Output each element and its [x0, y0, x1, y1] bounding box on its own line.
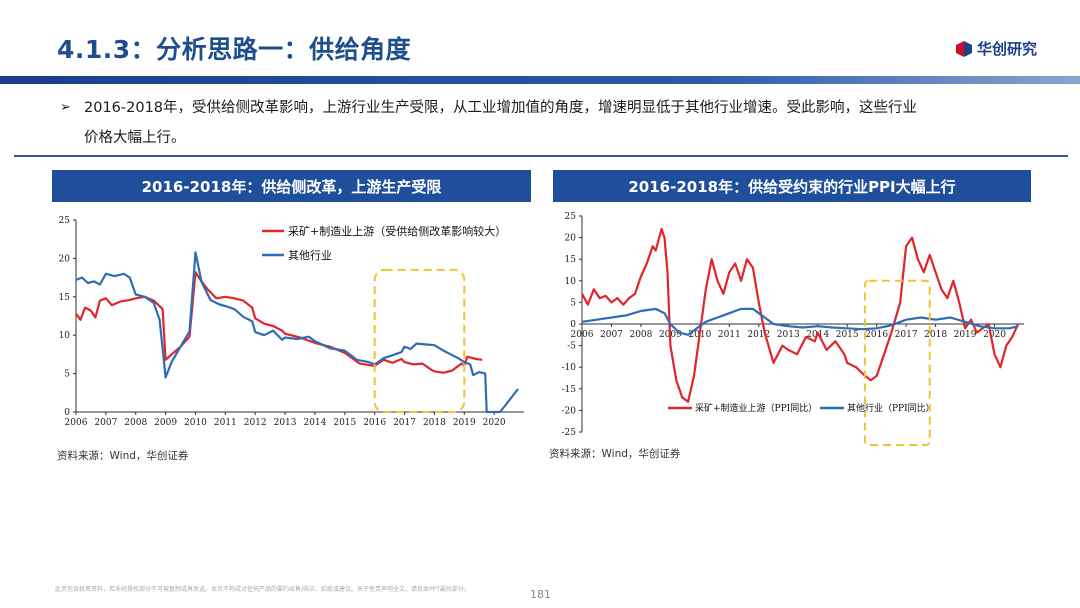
x-tick-label: 2015 — [836, 330, 859, 340]
y-tick-label: -10 — [562, 363, 577, 373]
y-tick-label: 5 — [64, 370, 70, 380]
x-tick-label: 2019 — [954, 330, 977, 340]
x-tick-label: 2016 — [363, 418, 386, 428]
x-tick-label: 2015 — [333, 418, 356, 428]
x-tick-label: 2008 — [124, 418, 147, 428]
legend-label-upstream-ppi: 采矿+制造业上游（PPI同比） — [695, 402, 817, 414]
title-divider-bar — [0, 76, 1080, 84]
x-tick-label: 2012 — [244, 418, 267, 428]
series-line-0 — [581, 227, 1020, 403]
y-tick-label: 15 — [565, 255, 577, 265]
y-tick-label: -20 — [562, 406, 577, 416]
left-chart-source: 资料来源：Wind，华创证券 — [57, 450, 189, 462]
series-line-0 — [75, 271, 483, 374]
right-panel-header: 2016-2018年：供给受约束的行业PPI大幅上行 — [553, 170, 1031, 202]
x-tick-label: 2016 — [865, 330, 888, 340]
x-tick-label: 2006 — [65, 418, 88, 428]
section-divider — [14, 155, 1068, 157]
x-tick-label: 2014 — [303, 418, 326, 428]
legend-label-other-ppi: 其他行业（PPI同比） — [847, 402, 935, 414]
bullet-line-1: 2016-2018年，受供给侧改革影响，上游行业生产受限，从工业增加值的角度，增… — [84, 100, 918, 116]
x-tick-label: 2007 — [600, 330, 623, 340]
x-tick-label: 2006 — [571, 330, 594, 340]
logo-icon — [956, 40, 972, 57]
left-chart-ticks: 0 5 10 15 20 25 2006 2007 2008 2009 2010 2011 2012 20… — [59, 216, 506, 428]
y-tick-label: 20 — [59, 254, 71, 264]
y-tick-label: -25 — [562, 428, 577, 438]
y-tick-label: 0 — [570, 320, 576, 330]
y-tick-label: 15 — [59, 293, 71, 303]
y-tick-label: 25 — [565, 212, 577, 222]
y-tick-label: 10 — [565, 277, 577, 287]
x-tick-label: 2011 — [718, 330, 741, 340]
x-tick-label: 2007 — [94, 418, 117, 428]
right-chart-axes — [581, 216, 1024, 432]
right-chart-source: 资料来源：Wind，华创证券 — [549, 448, 681, 460]
brand-logo: 华创研究 — [956, 38, 1037, 59]
bullet-arrow-icon: ➢ — [60, 100, 71, 115]
y-tick-label: 20 — [565, 234, 577, 244]
right-chart-series — [581, 227, 1020, 403]
y-tick-label: 0 — [64, 408, 70, 418]
x-tick-label: 2010 — [184, 418, 207, 428]
y-tick-label: 10 — [59, 331, 71, 341]
x-tick-label: 2011 — [214, 418, 237, 428]
x-tick-label: 2019 — [453, 418, 476, 428]
right-chart-legend: 采矿+制造业上游（PPI同比） 其他行业（PPI同比） — [668, 402, 935, 414]
bullet-line-2: 价格大幅上行。 — [84, 130, 186, 146]
left-panel-header: 2016-2018年：供给侧改革，上游生产受限 — [52, 170, 531, 202]
left-chart-series — [75, 251, 519, 414]
y-tick-label: 25 — [59, 216, 71, 226]
y-tick-label: -15 — [562, 385, 577, 395]
x-tick-label: 2008 — [629, 330, 652, 340]
slide-title: 4.1.3：分析思路一：供给角度 — [57, 35, 412, 64]
x-tick-label: 2013 — [274, 418, 297, 428]
logo-text: 华创研究 — [977, 40, 1038, 58]
x-tick-label: 2017 — [393, 418, 416, 428]
legend-label-upstream: 采矿+制造业上游（受供给侧改革影响较大） — [288, 224, 506, 238]
left-highlight-box — [373, 268, 466, 413]
left-line-chart: 0 5 10 15 20 25 2006 2007 2008 2009 2010 2011 2012 20… — [59, 216, 524, 428]
left-chart-legend: 采矿+制造业上游（受供给侧改革影响较大） 其他行业 — [262, 224, 506, 262]
y-tick-label: 5 — [570, 298, 576, 308]
x-tick-label: 2018 — [423, 418, 446, 428]
disclaimer-text: 此页包含机密资料，若未经授权部分不可被复制或再发送。本页不构成对任何产品的要约出… — [55, 586, 470, 593]
x-tick-label: 2017 — [895, 330, 918, 340]
x-tick-label: 2013 — [777, 330, 800, 340]
page-number: 181 — [530, 588, 551, 601]
series-line-1 — [75, 251, 519, 414]
series-line-1 — [581, 307, 1019, 336]
x-tick-label: 2018 — [924, 330, 947, 340]
legend-label-other: 其他行业 — [288, 249, 332, 262]
x-tick-label: 2020 — [483, 418, 506, 428]
x-tick-label: 2009 — [154, 418, 177, 428]
x-tick-label: 2012 — [747, 330, 770, 340]
y-tick-label: -5 — [567, 342, 576, 352]
x-tick-label: 2020 — [983, 330, 1006, 340]
right-highlight-box — [863, 279, 931, 446]
bullet-paragraph: ➢ 2016-2018年，受供给侧改革影响，上游行业生产受限，从工业增加值的角度… — [60, 93, 1014, 153]
